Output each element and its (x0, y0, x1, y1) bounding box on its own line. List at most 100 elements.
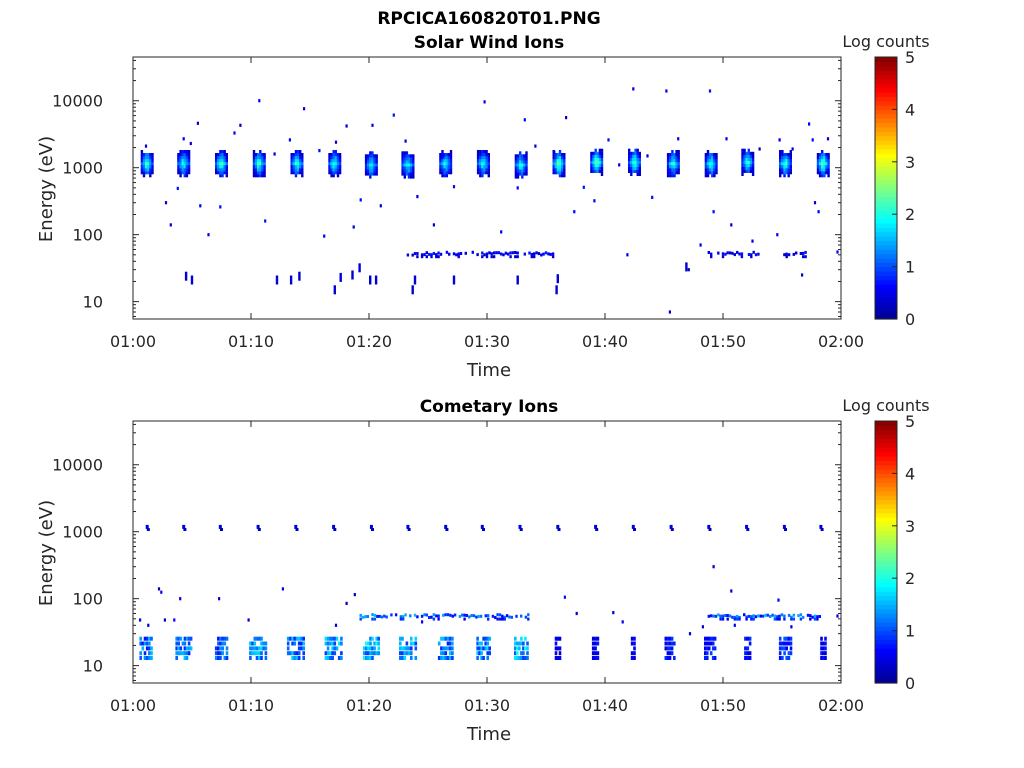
low-energy-cell (295, 636, 299, 641)
low-energy-cell (145, 646, 149, 651)
x-tick-label: 01:50 (700, 332, 746, 351)
burst-cell (140, 162, 144, 166)
burst-cell (225, 165, 228, 169)
low-energy-cell (451, 636, 454, 641)
burst-cell (149, 174, 152, 178)
burst-cell (373, 154, 376, 158)
burst-cell (261, 165, 264, 169)
low-energy-cell (403, 656, 406, 660)
low-energy-cell (340, 636, 343, 641)
band-cell (442, 613, 445, 617)
burst-cell (715, 162, 718, 166)
colorbar-segment (875, 499, 897, 505)
burst-cell (704, 171, 708, 175)
burst-cell (590, 154, 593, 158)
low-energy-cell (789, 636, 793, 641)
band-cell (437, 614, 440, 618)
low-energy-cell (442, 636, 445, 641)
burst-cell (483, 168, 486, 172)
burst-cell (677, 156, 680, 160)
burst-cell (371, 169, 374, 173)
low-energy-cell (401, 636, 404, 641)
burst-cell (628, 169, 631, 173)
burst-cell (711, 168, 714, 172)
burst-cell (187, 168, 191, 172)
burst-cell (412, 154, 415, 158)
band-cell (717, 251, 720, 255)
band-cell (712, 614, 715, 618)
band-cell (492, 251, 496, 255)
burst-cell (296, 171, 300, 175)
burst-cell (785, 153, 788, 157)
burst-cell (181, 153, 184, 157)
band-cell (535, 251, 538, 255)
burst-cell (821, 174, 824, 178)
colorbar-segment (875, 634, 897, 640)
burst-cell (516, 157, 520, 161)
burst-cell (634, 154, 637, 158)
burst-cell (779, 174, 782, 178)
y-axis-label: Energy (eV) (36, 136, 57, 242)
low-energy-cell (150, 646, 153, 651)
burst-cell (369, 160, 372, 164)
low-energy-cell (484, 636, 487, 641)
sparse-cell (500, 230, 503, 234)
burst-cell (823, 162, 826, 166)
burst-cell (403, 163, 406, 167)
burst-cell (183, 171, 186, 175)
burst-cell (666, 162, 670, 166)
burst-cell (476, 165, 480, 169)
burst-cell (299, 150, 302, 154)
burst-cell (330, 159, 333, 163)
burst-cell (479, 174, 482, 178)
low-energy-cell (293, 651, 297, 656)
burst-cell (332, 153, 335, 157)
x-tick-label: 01:10 (228, 696, 274, 715)
burst-cell (332, 156, 335, 160)
burst-cell (292, 165, 295, 169)
burst-cell (598, 166, 602, 170)
low-energy-cell (514, 651, 517, 656)
low-energy-cell (264, 656, 268, 660)
low-energy-cell (482, 656, 485, 660)
colorbar-segment (875, 161, 897, 167)
low-energy-cell (291, 656, 294, 660)
burst-cell (784, 528, 787, 531)
burst-cell (364, 169, 368, 173)
band-cell (757, 614, 760, 618)
burst-cell (254, 159, 258, 163)
burst-cell (445, 159, 448, 163)
low-energy-cell (365, 656, 368, 660)
band-cell (479, 614, 483, 618)
band-cell (483, 253, 486, 257)
low-energy-cell (262, 641, 265, 646)
sparse-cell (836, 614, 839, 618)
low-energy-cell (185, 646, 189, 651)
burst-cell (779, 171, 782, 175)
low-energy-cell (289, 651, 292, 656)
sparse-cell (791, 147, 794, 151)
low-energy-cell (711, 646, 715, 651)
burst-cell (632, 160, 635, 164)
low-energy-cell (558, 651, 562, 656)
burst-cell (634, 151, 637, 155)
burst-cell (592, 169, 595, 173)
low-energy-cell (783, 636, 786, 641)
low-energy-cell (217, 656, 220, 660)
low-energy-cell (375, 641, 378, 646)
burst-cell (825, 165, 828, 169)
burst-cell (447, 156, 451, 160)
sparse-cell (207, 233, 210, 237)
burst-cell (519, 528, 523, 531)
burst-cell (669, 524, 673, 529)
band-cell (726, 251, 729, 255)
colorbar-segment (875, 652, 897, 658)
burst-cell (783, 153, 786, 157)
burst-cell (708, 165, 712, 169)
burst-cell (747, 154, 750, 158)
band-cell (484, 614, 487, 618)
band-cell (444, 613, 447, 617)
low-energy-cell (633, 636, 636, 641)
burst-cell (715, 159, 718, 163)
colorbar-segment (875, 451, 897, 457)
